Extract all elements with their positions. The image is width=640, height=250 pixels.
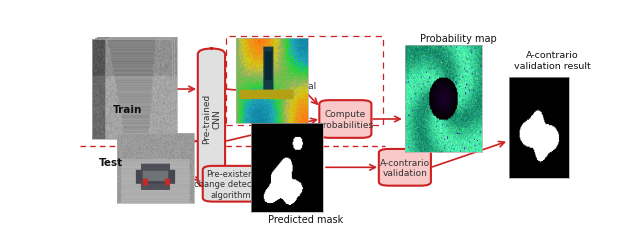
Text: A-contrario
validation: A-contrario validation <box>380 158 430 177</box>
Text: Train Global-Local
GMM: Train Global-Local GMM <box>236 82 316 101</box>
Text: Pre-existent
change detection
algorithm: Pre-existent change detection algorithm <box>195 169 268 199</box>
FancyBboxPatch shape <box>379 149 431 186</box>
FancyBboxPatch shape <box>319 101 371 138</box>
FancyBboxPatch shape <box>248 73 305 110</box>
FancyBboxPatch shape <box>198 49 225 188</box>
Text: Compute
probabilities: Compute probabilities <box>317 110 373 129</box>
Text: A-contrario
validation result: A-contrario validation result <box>515 51 591 70</box>
Text: Pre-trained
CNN: Pre-trained CNN <box>202 94 221 144</box>
Text: Probability map: Probability map <box>420 34 497 44</box>
Text: Predicted mask: Predicted mask <box>268 215 343 224</box>
Text: Train: Train <box>113 105 142 115</box>
FancyBboxPatch shape <box>203 166 260 202</box>
Text: Test: Test <box>99 158 124 168</box>
